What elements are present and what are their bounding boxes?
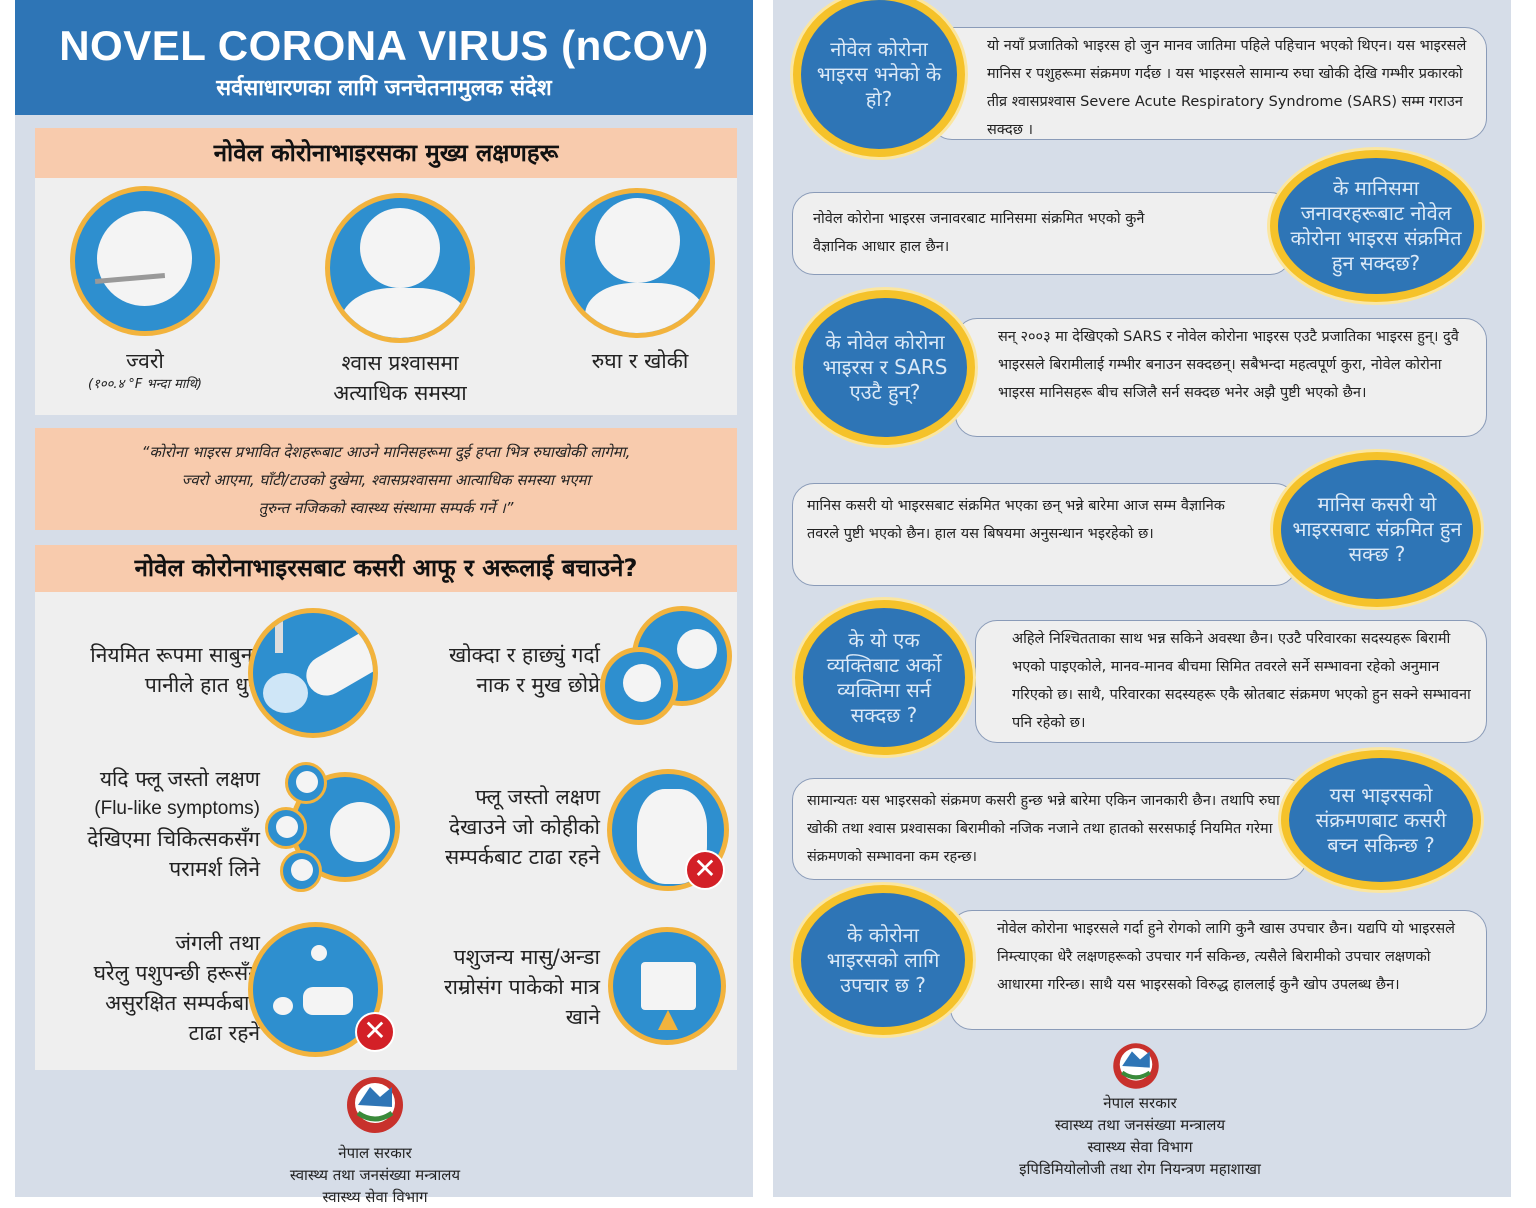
text-line: (Flu-like symptoms) bbox=[94, 798, 260, 819]
cold-cough-icon bbox=[560, 188, 715, 338]
nepal-emblem-logo bbox=[347, 1077, 403, 1133]
faq-answer: यो नयाँ प्रजातिको भाइरस हो जुन मानव जाति… bbox=[930, 27, 1487, 140]
consult-doctor-icon bbox=[290, 772, 400, 882]
faq-question: के कोरोना भाइरसको लागि उपचार छ ? bbox=[793, 885, 973, 1035]
faq-question: के नोवेल कोरोना भाइरस र SARS एउटै हुन्? bbox=[795, 290, 975, 445]
right-footer: नेपाल सरकार स्वास्थ्य तथा जनसंख्या मन्त्… bbox=[940, 1092, 1340, 1180]
poster-header: NOVEL CORONA VIRUS (nCOV) सर्वसाधारणका ल… bbox=[15, 0, 753, 115]
text-line: सम्पर्कबाट टाढा रहने bbox=[445, 845, 600, 869]
consult-doctor-icon-small bbox=[280, 850, 322, 892]
poster-title: NOVEL CORONA VIRUS (nCOV) bbox=[59, 22, 709, 69]
text-line: असुरक्षित सम्पर्कबाट bbox=[105, 991, 260, 1015]
faq-answer: सन् २००३ मा देखिएको SARS र नोवेल कोरोना … bbox=[955, 318, 1487, 437]
faq-question: के मानिसमा जनावरहरूबाट नोवेल कोरोना भाइर… bbox=[1270, 150, 1482, 302]
text-line: फ्लू जस्तो लक्षण bbox=[475, 785, 600, 809]
consult-doctor-icon-small bbox=[285, 762, 327, 804]
fever-thermometer-icon bbox=[70, 186, 220, 336]
text-line: खाने bbox=[565, 1005, 600, 1029]
quote-line: “कोरोना भाइरस प्रभावित देशहरूबाट आउने मा… bbox=[141, 443, 631, 461]
text-line: राम्रोसंग पाकेको मात्र bbox=[443, 975, 600, 999]
symptom-fever: ज्वरो (१००.४ °F भन्दा माथि) bbox=[75, 346, 215, 394]
faq-answer: अहिले निश्चितताका साथ भन्न सकिने अवस्था … bbox=[975, 620, 1487, 743]
poster-left: NOVEL CORONA VIRUS (nCOV) सर्वसाधारणका ल… bbox=[15, 0, 753, 1206]
prevention-animals: जंगली तथा घरेलु पशुपन्छी हरूसँग असुरक्षि… bbox=[55, 928, 260, 1048]
quote-line: तुरुन्त नजिकको स्वास्थ्य संस्थामा सम्पर्… bbox=[258, 499, 514, 517]
footer-line: स्वास्थ्य तथा जनसंख्या मन्त्रालय bbox=[289, 1166, 461, 1184]
text-line: यदि फ्लू जस्तो लक्षण bbox=[99, 767, 260, 791]
quote-line: ज्वरो आएमा, घाँटी/टाउको दुखेमा, श्वासप्र… bbox=[181, 471, 591, 489]
left-footer: नेपाल सरकार स्वास्थ्य तथा जनसंख्या मन्त्… bbox=[175, 1142, 575, 1208]
footer-line: इपिडिमियोलोजी तथा रोग नियन्त्रण महाशाखा bbox=[1019, 1160, 1261, 1178]
footer-line: नेपाल सरकार bbox=[1103, 1094, 1177, 1112]
cross-icon: ✕ bbox=[355, 1012, 395, 1052]
faq-question: मानिस कसरी यो भाइरसबाट संक्रमित हुन सक्छ… bbox=[1273, 452, 1481, 607]
text-line: टाढा रहने bbox=[188, 1021, 260, 1045]
text-line: खोक्दा र हाछ्युं गर्दा bbox=[449, 643, 600, 667]
text-line: नियमित रूपमा साबुन- bbox=[90, 643, 260, 667]
text-line: परामर्श लिने bbox=[169, 857, 260, 881]
breathing-difficulty-icon bbox=[325, 193, 475, 343]
hand-washing-icon bbox=[248, 608, 378, 738]
text-line: घरेलु पशुपन्छी हरूसँग bbox=[93, 961, 260, 985]
symptom-label: ज्वरो bbox=[126, 349, 164, 373]
poster-right: यो नयाँ प्रजातिको भाइरस हो जुन मानव जाति… bbox=[773, 0, 1511, 1197]
advice-quote: “कोरोना भाइरस प्रभावित देशहरूबाट आउने मा… bbox=[35, 428, 737, 530]
text-line: जंगली तथा bbox=[175, 931, 260, 955]
prevention-consult: यदि फ्लू जस्तो लक्षण (Flu-like symptoms)… bbox=[55, 764, 260, 884]
poster-subtitle: सर्वसाधारणका लागि जनचेतनामुलक संदेश bbox=[216, 76, 552, 101]
faq-answer: सामान्यतः यस भाइरसको संक्रमण कसरी हुन्छ … bbox=[792, 778, 1307, 880]
symptom-note: (१००.४ °F भन्दा माथि) bbox=[88, 377, 202, 392]
faq-answer: नोवेल कोरोना भाइरसले गर्दा हुने रोगको ला… bbox=[950, 910, 1487, 1030]
symptoms-panel: ज्वरो (१००.४ °F भन्दा माथि) श्वास प्रश्व… bbox=[35, 178, 737, 415]
cross-icon: ✕ bbox=[685, 850, 725, 890]
faq-answer: मानिस कसरी यो भाइरसबाट संक्रमित भएका छन्… bbox=[792, 483, 1297, 586]
footer-line: स्वास्थ्य सेवा विभाग bbox=[322, 1188, 428, 1206]
text-line: पशुजन्य मासु/अन्डा bbox=[453, 945, 600, 969]
faq-question: यस भाइरसको संक्रमणबाट कसरी बच्न सकिन्छ ? bbox=[1281, 750, 1481, 890]
text-line: पानीले हात धुने bbox=[144, 673, 260, 697]
footer-line: स्वास्थ्य तथा जनसंख्या मन्त्रालय bbox=[1054, 1116, 1226, 1134]
symptom-cold-cough: रुघा र खोकी bbox=[591, 349, 689, 373]
cover-cough-icon-child bbox=[600, 647, 678, 725]
consult-doctor-icon-small bbox=[265, 807, 307, 849]
prevention-avoid-contact: फ्लू जस्तो लक्षण देखाउने जो कोहीको सम्पर… bbox=[395, 782, 600, 872]
prevention-handwash: नियमित रूपमा साबुन- पानीले हात धुने bbox=[55, 640, 260, 700]
faq-question: नोवेल कोरोना भाइरस भनेको के हो? bbox=[793, 0, 965, 157]
symptoms-heading: नोवेल कोरोनाभाइरसका मुख्य लक्षणहरू bbox=[35, 128, 737, 178]
text-line: देखाउने जो कोहीको bbox=[448, 815, 600, 839]
footer-line: स्वास्थ्य सेवा विभाग bbox=[1087, 1138, 1193, 1156]
prevention-heading: नोवेल कोरोनाभाइरसबाट कसरी आफू र अरूलाई ब… bbox=[35, 545, 737, 592]
text-line: नाक र मुख छोप्ने bbox=[476, 673, 600, 697]
text-line: देखिएमा चिकित्सकसँग bbox=[87, 827, 260, 851]
faq-question: के यो एक व्यक्तिबाट अर्को व्यक्तिमा सर्न… bbox=[795, 600, 973, 755]
prevention-cover-cough: खोक्दा र हाछ्युं गर्दा नाक र मुख छोप्ने bbox=[395, 640, 600, 700]
prevention-cook-food: पशुजन्य मासु/अन्डा राम्रोसंग पाकेको मात्… bbox=[395, 942, 600, 1032]
cooking-pot-icon bbox=[608, 927, 726, 1045]
footer-line: नेपाल सरकार bbox=[338, 1144, 412, 1162]
symptom-breathing: श्वास प्रश्वासमा अत्याधिक समस्या bbox=[333, 351, 467, 405]
prevention-panel: नियमित रूपमा साबुन- पानीले हात धुने खोक्… bbox=[35, 592, 737, 1070]
faq-answer: नोवेल कोरोना भाइरस जनावरबाट मानिसमा संक्… bbox=[792, 192, 1292, 275]
nepal-emblem-logo bbox=[1113, 1043, 1159, 1089]
